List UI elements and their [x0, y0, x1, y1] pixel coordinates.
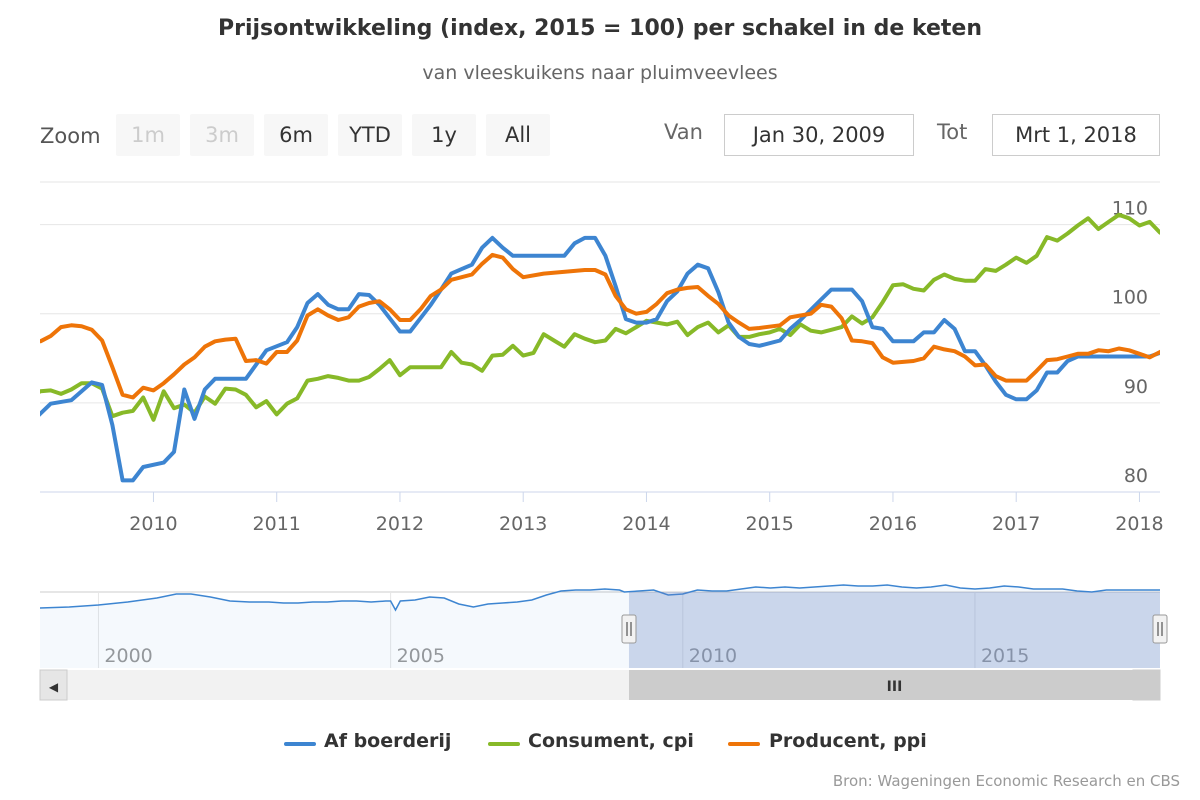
range-from-label: Van — [664, 120, 703, 144]
scrollbar-grip-icon: III — [887, 679, 903, 695]
range-to-label: Tot — [937, 120, 968, 144]
navigator-area — [40, 585, 1160, 668]
zoom-3m-button[interactable]: 3m — [190, 114, 254, 156]
x-tick-label-2011: 2011 — [253, 513, 301, 535]
credits[interactable]: Bron: Wageningen Economic Research en CB… — [832, 772, 1180, 790]
x-tick-label-2016: 2016 — [869, 513, 917, 535]
scrollbar-left-arrow-icon: ◀ — [49, 680, 59, 694]
navigator-handle-right — [1152, 614, 1168, 644]
zoom-1y-button[interactable]: 1y — [412, 114, 476, 156]
y-gridlines — [40, 181, 1160, 493]
series-line-consument-cpi — [40, 212, 1160, 422]
y-tick-label-90: 90 — [1124, 376, 1148, 398]
x-tick-label-2015: 2015 — [746, 513, 794, 535]
navigator-selection-mask — [628, 592, 1160, 668]
zoom-1m-button[interactable]: 1m — [116, 114, 180, 156]
navigator-tick-label-2000: 2000 — [104, 645, 152, 667]
navigator-tick-label-2015: 2015 — [981, 645, 1029, 667]
series-lines — [40, 212, 1160, 483]
chart-subtitle: van vleeskuikens naar pluimveevlees — [422, 62, 778, 84]
x-tick-label-2017: 2017 — [992, 513, 1040, 535]
x-tick-label-2018: 2018 — [1115, 513, 1163, 535]
x-axis: 2010 2011 2012 2013 2014 2015 2016 2017 2018 — [40, 491, 1164, 535]
chart-title: Prijsontwikkeling (index, 2015 = 100) pe… — [217, 16, 983, 41]
navigator-tick-label-2005: 2005 — [397, 645, 445, 667]
y-tick-label-80: 80 — [1124, 465, 1148, 487]
zoom-ytd-button[interactable]: YTD — [338, 114, 402, 156]
navigator-handle-left — [621, 614, 637, 644]
x-tick-label-2010: 2010 — [129, 513, 177, 535]
zoom-label: Zoom — [40, 124, 101, 148]
navigator-tick-label-2010: 2010 — [689, 645, 737, 667]
series-line-producent-ppi — [40, 252, 1160, 400]
legend-swatch-consument-cpi — [488, 742, 520, 746]
series-line-af-boerderij — [40, 235, 1160, 483]
navigator[interactable]: 2000 2005 2010 2015 — [39, 584, 1168, 668]
legend-item-producent-ppi[interactable]: Producent, ppi — [769, 730, 927, 752]
legend-swatch-producent-ppi — [728, 742, 760, 746]
legend-swatch-af-boerderij — [284, 742, 316, 746]
scrollbar[interactable]: ◀▶III — [39, 669, 1161, 701]
zoom-6m-button[interactable]: 6m — [264, 114, 328, 156]
navigator-line — [39, 584, 1160, 612]
y-tick-label-100: 100 — [1112, 287, 1148, 309]
x-tick-label-2013: 2013 — [499, 513, 547, 535]
legend-item-af-boerderij[interactable]: Af boerderij — [324, 730, 452, 752]
legend-item-consument-cpi[interactable]: Consument, cpi — [528, 730, 694, 752]
range-to-input[interactable]: Mrt 1, 2018 — [992, 114, 1160, 156]
x-tick-label-2014: 2014 — [622, 513, 670, 535]
zoom-all-button[interactable]: All — [486, 114, 550, 156]
scrollbar-thumb — [628, 670, 1160, 700]
scrollbar-left-button — [39, 669, 68, 701]
range-from-input[interactable]: Jan 30, 2009 — [724, 114, 914, 156]
x-tick-label-2012: 2012 — [376, 513, 424, 535]
